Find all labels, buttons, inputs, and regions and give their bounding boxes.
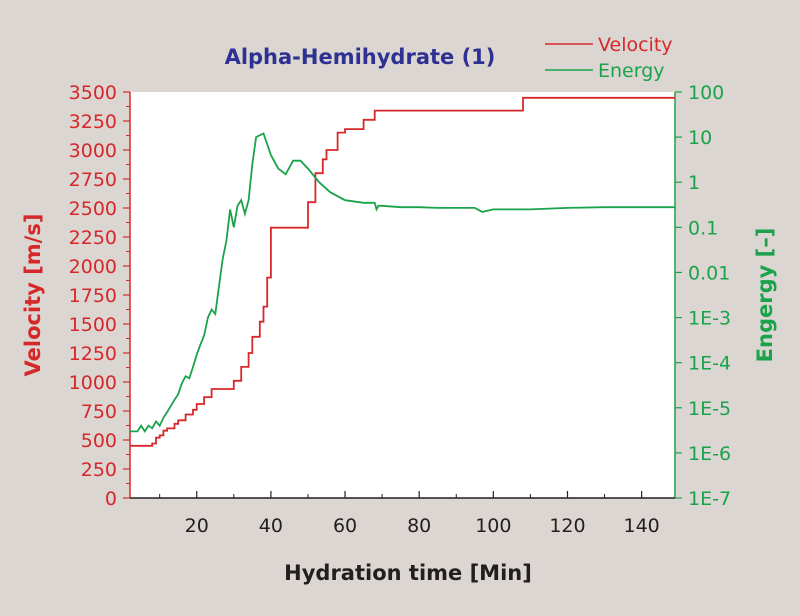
y-right-tick-label: 10 [688, 127, 712, 149]
y-axis-label-right: Engergy [–] [753, 228, 777, 363]
y-right-tick-label: 100 [688, 82, 724, 104]
y-left-tick-label: 500 [81, 430, 117, 452]
y-right-tick-label: 0.01 [688, 262, 730, 284]
y-left-tick-label: 0 [105, 488, 117, 510]
y-left-tick-label: 1750 [69, 285, 117, 307]
y-right-tick-label: 1E-5 [688, 398, 731, 420]
x-tick-label: 40 [259, 515, 283, 537]
y-left-tick-label: 250 [81, 459, 117, 481]
y-left-tick-label: 1500 [69, 314, 117, 336]
y-right-tick-label: 1E-6 [688, 443, 731, 465]
y-right-tick-label: 1E-4 [688, 353, 731, 375]
y-axis-label-left: Velocity [m/s] [21, 214, 45, 377]
plot-area [130, 92, 675, 498]
y-left-tick-label: 2000 [69, 256, 117, 278]
chart-title: Alpha-Hemihydrate (1) [225, 45, 496, 69]
legend-velocity-label: Velocity [598, 34, 673, 56]
y-right-tick-label: 1 [688, 172, 700, 194]
y-left-tick-label: 3250 [69, 111, 117, 133]
y-left-tick-label: 750 [81, 401, 117, 423]
y-left-tick-label: 1000 [69, 372, 117, 394]
x-axis-label: Hydration time [Min] [284, 561, 532, 585]
x-tick-label: 140 [623, 515, 659, 537]
legend-energy-label: Energy [598, 60, 665, 82]
y-left-tick-label: 2500 [69, 198, 117, 220]
x-tick-label: 60 [333, 515, 357, 537]
x-tick-label: 80 [407, 515, 431, 537]
x-tick-label: 20 [185, 515, 209, 537]
y-left-tick-label: 2750 [69, 169, 117, 191]
y-left-tick-label: 3000 [69, 140, 117, 162]
velocity-series-line [130, 96, 675, 447]
y-right-tick-label: 0.1 [688, 217, 718, 239]
y-right-tick-label: 1E-3 [688, 308, 731, 330]
x-tick-label: 120 [549, 515, 585, 537]
y-right-tick-label: 1E-7 [688, 488, 731, 510]
y-left-tick-label: 2250 [69, 227, 117, 249]
y-left-tick-label: 3500 [69, 82, 117, 104]
energy-series-line [130, 132, 675, 434]
y-left-tick-label: 1250 [69, 343, 117, 365]
x-tick-label: 100 [475, 515, 511, 537]
